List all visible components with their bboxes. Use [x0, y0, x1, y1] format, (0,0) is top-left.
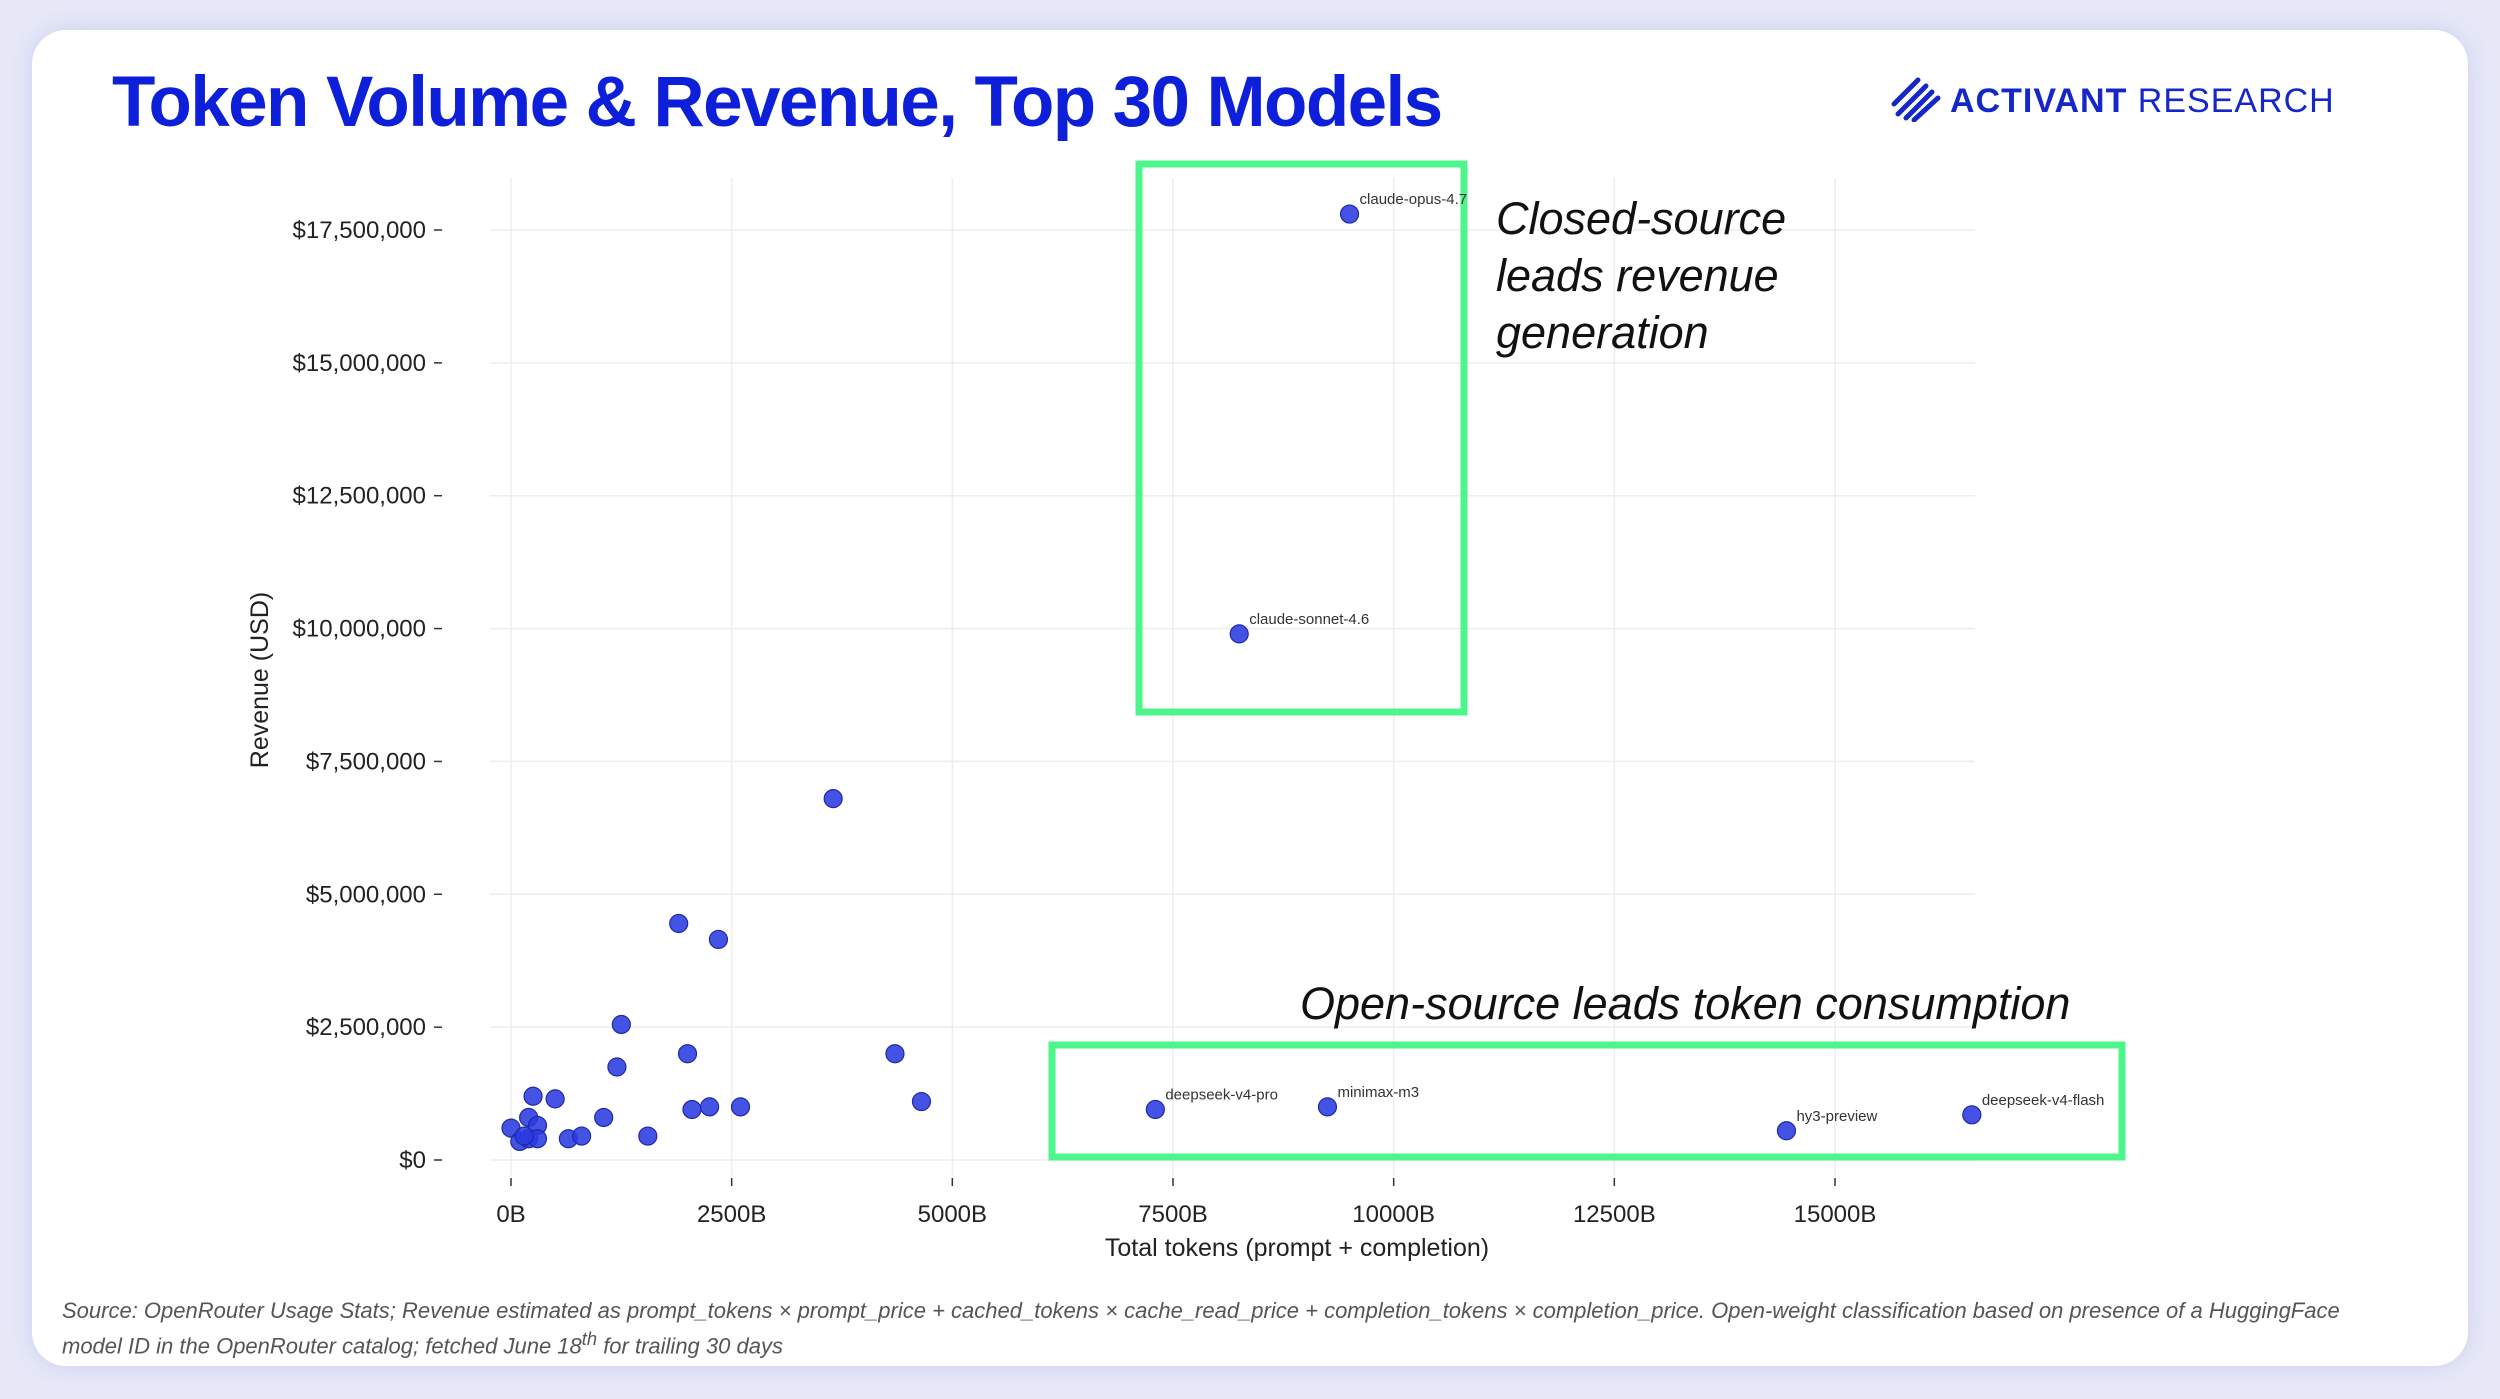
activant-logo-icon — [1891, 77, 1941, 122]
data-point — [594, 1107, 614, 1128]
x-tick-label: 7500B — [1138, 1201, 1207, 1228]
closed-source-annotation: Closed-source leads revenue generation — [1496, 193, 1787, 358]
data-point-label: claude-opus-4.7 — [1360, 191, 1468, 208]
source-text-end: for trailing 30 days — [597, 1333, 783, 1359]
data-point — [682, 1099, 702, 1120]
data-point — [1776, 1121, 1797, 1141]
data-point — [545, 1089, 565, 1109]
data-point — [699, 1097, 720, 1117]
x-axis-label: Total tokens (prompt + completion) — [1105, 1234, 1489, 1262]
y-tick-label: $7,500,000 — [306, 748, 426, 775]
x-tick-label: 0B — [496, 1201, 525, 1228]
data-point — [823, 789, 843, 809]
brand-name-bold: ACTIVANT — [1950, 82, 2128, 120]
y-tick-label: $15,000,000 — [293, 350, 426, 377]
open-source-highlight-box — [1048, 1041, 2126, 1161]
y-tick-label: $2,500,000 — [306, 1014, 426, 1041]
brand-logo: ACTIVANT RESEARCH — [1888, 74, 2408, 122]
data-point — [607, 1057, 627, 1077]
data-point — [730, 1097, 751, 1117]
brand-name-light: RESEARCH — [2127, 82, 2335, 120]
data-point — [1145, 1099, 1165, 1120]
data-point-label: hy3-preview — [1796, 1108, 1877, 1125]
open-source-annotation: Open-source leads token consumption — [1300, 978, 2071, 1029]
y-tick-label: $10,000,000 — [293, 616, 426, 643]
data-point-label: deepseek-v4-pro — [1165, 1087, 1278, 1104]
source-text: Source: OpenRouter Usage Stats; Revenue … — [62, 1298, 2340, 1359]
y-tick-label: $12,500,000 — [293, 483, 426, 510]
data-point — [1339, 204, 1360, 224]
y-tick-label: $5,000,000 — [306, 881, 426, 908]
brand-name: ACTIVANT RESEARCH — [1950, 82, 2335, 121]
y-axis: $0 $2,500,000 $5,000,000 $7,500,000 $10,000,… — [293, 217, 442, 1174]
x-tick-label: 12500B — [1573, 1201, 1656, 1228]
closed-source-highlight-box — [1135, 160, 1468, 716]
source-footnote: Source: OpenRouter Usage Stats; Revenue … — [62, 1297, 2392, 1360]
data-point-label: deepseek-v4-flash — [1982, 1092, 2105, 1109]
data-point — [708, 929, 729, 950]
data-point — [523, 1086, 543, 1106]
data-point — [572, 1126, 592, 1146]
source-superscript: th — [581, 1328, 598, 1349]
x-tick-label: 2500B — [697, 1201, 766, 1228]
data-point — [514, 1126, 534, 1146]
data-point — [1962, 1105, 1982, 1125]
data-points: claude-opus-4.7 claude-sonnet-4.6 deepseek… — [501, 191, 2105, 1152]
data-point — [611, 1014, 631, 1035]
data-point — [677, 1044, 698, 1064]
data-point — [1229, 624, 1249, 644]
data-point — [1317, 1097, 1338, 1117]
x-tick-label: 10000B — [1352, 1201, 1435, 1228]
x-axis: 0B 2500B 5000B 7500B 10000B 12500B 15000B — [496, 1178, 1876, 1228]
y-tick-label: $17,500,000 — [293, 217, 426, 244]
data-point — [638, 1126, 658, 1146]
data-point — [911, 1091, 932, 1112]
data-point — [885, 1044, 905, 1064]
y-axis-label: Revenue (USD) — [246, 592, 274, 768]
slide-card — [32, 30, 2468, 1366]
y-tick-label: $0 — [399, 1147, 426, 1174]
data-point-label: claude-sonnet-4.6 — [1249, 611, 1369, 628]
data-point — [669, 913, 689, 934]
x-tick-label: 15000B — [1794, 1201, 1877, 1228]
data-point-label: minimax-m3 — [1337, 1084, 1419, 1101]
x-tick-label: 5000B — [918, 1201, 987, 1228]
page-title: Token Volume & Revenue, Top 30 Models — [112, 63, 1443, 142]
